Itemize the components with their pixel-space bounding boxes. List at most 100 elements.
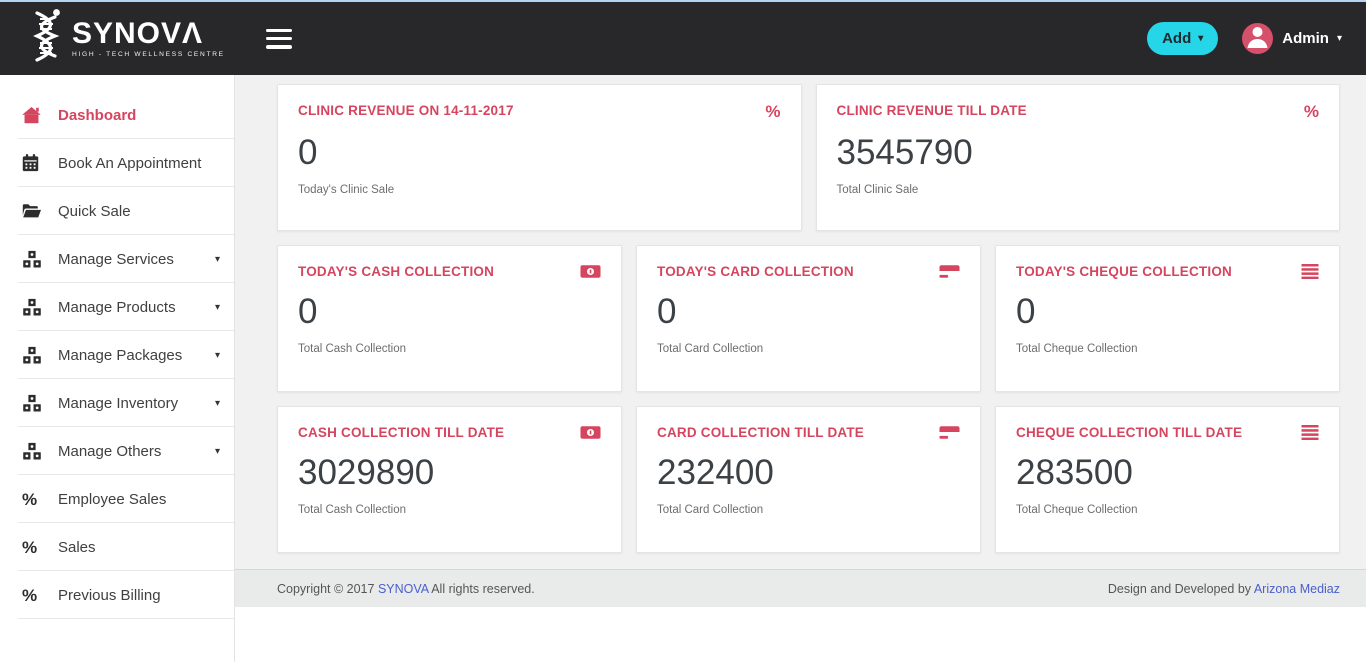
sidebar-menu: Dashboard Book An Appointment xyxy=(0,91,234,619)
sidebar-item-label: Manage Services xyxy=(58,250,174,268)
sidebar-item-manage-services[interactable]: Manage Services ▾ xyxy=(0,235,234,283)
percent-icon: % xyxy=(22,585,38,605)
sidebar-item-manage-others[interactable]: Manage Others ▾ xyxy=(0,427,234,475)
card-value: 0 xyxy=(298,133,318,172)
sidebar-item-manage-packages[interactable]: Manage Packages ▾ xyxy=(0,331,234,379)
stat-card-todays-card: TODAY'S CARD COLLECTION 0 Total Card Col… xyxy=(636,245,981,392)
card-sublabel: Total Card Collection xyxy=(657,504,764,516)
banknote-icon xyxy=(580,264,601,279)
stats-row-3: CASH COLLECTION TILL DATE 3029890 Total … xyxy=(277,406,1340,553)
sidebar-item-label: Employee Sales xyxy=(58,490,167,508)
card-sublabel: Total Card Collection xyxy=(657,343,764,355)
brand-tagline: HIGH - TECH WELLNESS CENTRE xyxy=(72,51,225,58)
caret-down-icon[interactable]: ▾ xyxy=(1336,33,1342,44)
credit-card-icon xyxy=(939,264,960,279)
card-title: TODAY'S CHEQUE COLLECTION xyxy=(1016,264,1232,279)
card-title: CASH COLLECTION TILL DATE xyxy=(298,425,505,440)
card-sublabel: Total Cheque Collection xyxy=(1016,504,1138,516)
card-title: TODAY'S CASH COLLECTION xyxy=(298,264,495,279)
sidebar-item-employee-sales[interactable]: % Employee Sales xyxy=(0,475,234,523)
stats-row-1: CLINIC REVENUE ON 14-11-2017 % 0 Today's… xyxy=(277,84,1340,231)
header-right: Add ▾ Admin ▾ xyxy=(1147,22,1366,55)
card-title: CHEQUE COLLECTION TILL DATE xyxy=(1016,425,1243,440)
stat-card-clinic-revenue-till-date: CLINIC REVENUE TILL DATE % 3545790 Total… xyxy=(815,84,1340,231)
copyright-text: Copyright © 2017 SYNOVA All rights reser… xyxy=(277,582,535,596)
copyright-suffix: All rights reserved. xyxy=(428,581,535,596)
app-header: SYNOVΛ HIGH - TECH WELLNESS CENTRE Add ▾… xyxy=(0,2,1366,75)
avatar[interactable] xyxy=(1242,23,1274,54)
page-footer: Copyright © 2017 SYNOVA All rights reser… xyxy=(235,569,1366,607)
card-sublabel: Total Cash Collection xyxy=(298,504,407,516)
chevron-down-icon: ▾ xyxy=(214,349,220,361)
user-menu[interactable]: Admin xyxy=(1282,30,1329,47)
brand-logo[interactable]: SYNOVΛ HIGH - TECH WELLNESS CENTRE xyxy=(0,8,250,69)
cubes-icon xyxy=(22,297,48,317)
browser-top-line xyxy=(0,0,1366,2)
sidebar-item-label: Previous Billing xyxy=(58,586,161,604)
sidebar-item-label: Manage Inventory xyxy=(58,394,179,412)
caret-down-icon: ▾ xyxy=(1198,33,1204,44)
stat-card-cheque-till-date: CHEQUE COLLECTION TILL DATE 283500 Total… xyxy=(995,406,1340,553)
card-value: 0 xyxy=(1016,292,1036,331)
arizona-mediaz-link[interactable]: Arizona Mediaz xyxy=(1253,581,1340,596)
card-value: 3545790 xyxy=(836,133,973,172)
credits-text: Design and Developed by Arizona Mediaz xyxy=(1108,582,1340,596)
sidebar-item-sales[interactable]: % Sales xyxy=(0,523,234,571)
list-icon xyxy=(1301,425,1319,440)
sidebar-item-label: Manage Others xyxy=(58,442,162,460)
person-icon xyxy=(1242,23,1273,54)
percent-icon: % xyxy=(22,489,38,509)
stat-card-cash-till-date: CASH COLLECTION TILL DATE 3029890 Total … xyxy=(277,406,622,553)
banknote-icon xyxy=(580,425,601,440)
folder-open-icon xyxy=(22,203,48,219)
synova-link[interactable]: SYNOVA xyxy=(377,581,429,596)
stat-card-todays-cash: TODAY'S CASH COLLECTION 0 Total Cash Col… xyxy=(277,245,622,392)
cubes-icon xyxy=(22,441,48,461)
card-sublabel: Total Cheque Collection xyxy=(1016,343,1138,355)
chevron-down-icon: ▾ xyxy=(214,397,220,409)
add-button[interactable]: Add ▾ xyxy=(1147,22,1219,55)
sidebar-item-manage-inventory[interactable]: Manage Inventory ▾ xyxy=(0,379,234,427)
card-title: TODAY'S CARD COLLECTION xyxy=(657,264,854,279)
credits-prefix: Design and Developed by xyxy=(1107,581,1254,596)
calendar-icon xyxy=(22,154,48,172)
sidebar-item-manage-products[interactable]: Manage Products ▾ xyxy=(0,283,234,331)
card-sublabel: Total Cash Collection xyxy=(298,343,407,355)
sidebar-item-label: Dashboard xyxy=(58,106,137,124)
stat-card-clinic-revenue-today: CLINIC REVENUE ON 14-11-2017 % 0 Today's… xyxy=(277,84,802,231)
card-value: 232400 xyxy=(657,453,774,492)
chevron-down-icon: ▾ xyxy=(214,301,220,313)
sidebar-item-label: Book An Appointment xyxy=(58,154,202,172)
card-title: CARD COLLECTION TILL DATE xyxy=(657,425,864,440)
percent-icon: % xyxy=(22,537,38,557)
sidebar-item-dashboard[interactable]: Dashboard xyxy=(0,91,234,139)
sidebar-item-label: Manage Packages xyxy=(58,346,183,364)
sidebar-item-label: Manage Products xyxy=(58,298,176,316)
cubes-icon xyxy=(22,345,48,365)
card-value: 0 xyxy=(657,292,677,331)
sidebar-item-book-an-appointment[interactable]: Book An Appointment xyxy=(0,139,234,187)
sidebar-item-label: Sales xyxy=(58,538,96,556)
chevron-down-icon: ▾ xyxy=(214,253,220,265)
sidebar-item-previous-billing[interactable]: % Previous Billing xyxy=(0,571,234,619)
card-sublabel: Total Clinic Sale xyxy=(836,184,919,196)
add-button-label: Add xyxy=(1162,30,1192,47)
card-value: 0 xyxy=(298,292,318,331)
list-icon xyxy=(1301,264,1319,279)
credit-card-icon xyxy=(939,425,960,440)
dna-icon xyxy=(28,8,64,69)
sidebar-item-quick-sale[interactable]: Quick Sale xyxy=(0,187,234,235)
stat-card-card-till-date: CARD COLLECTION TILL DATE 232400 Total C… xyxy=(636,406,981,553)
brand-name: SYNOVΛ xyxy=(72,17,204,50)
percent-icon: % xyxy=(765,102,781,121)
stats-row-2: TODAY'S CASH COLLECTION 0 Total Cash Col… xyxy=(277,245,1340,392)
sidebar: Dashboard Book An Appointment xyxy=(0,75,235,662)
card-value: 3029890 xyxy=(298,453,435,492)
card-sublabel: Today's Clinic Sale xyxy=(298,184,395,196)
hamburger-icon[interactable] xyxy=(266,28,294,49)
cubes-icon xyxy=(22,249,48,269)
card-title: CLINIC REVENUE ON 14-11-2017 xyxy=(298,103,514,118)
dashboard-content: CLINIC REVENUE ON 14-11-2017 % 0 Today's… xyxy=(235,75,1366,607)
chevron-down-icon: ▾ xyxy=(214,445,220,457)
cubes-icon xyxy=(22,393,48,413)
